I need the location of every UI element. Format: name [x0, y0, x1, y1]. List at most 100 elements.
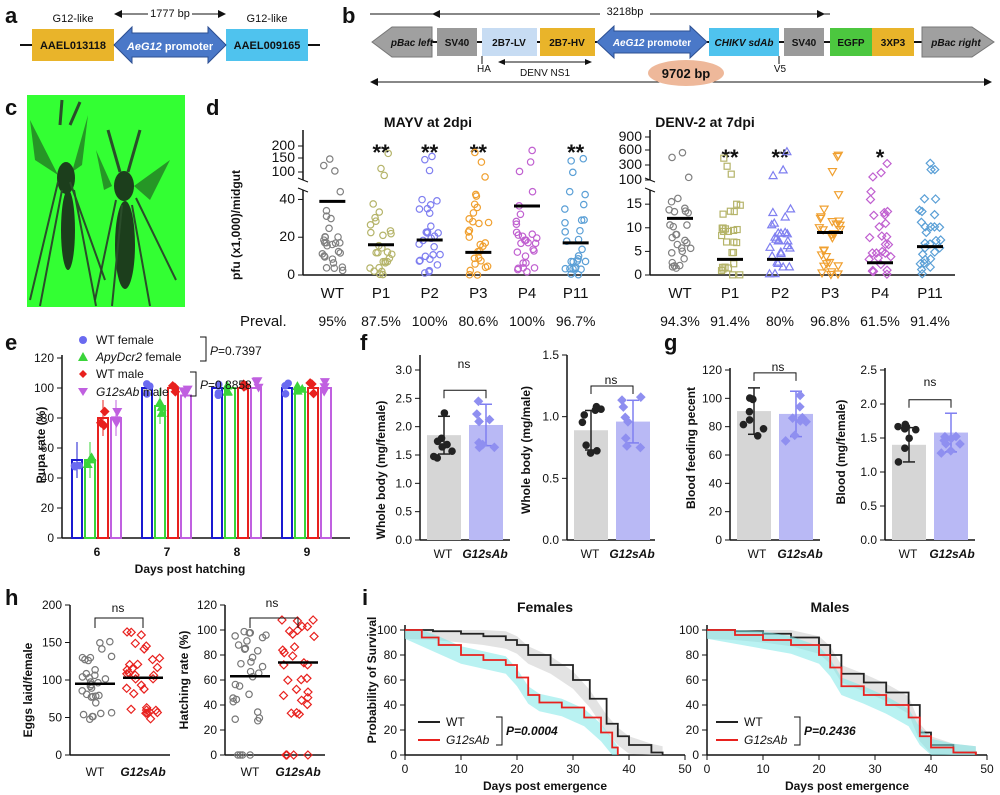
mosquito-silhouette-left [29, 99, 106, 307]
ytick-label: 2.5 [860, 363, 877, 377]
panel-h-left-chart: 0 50 100 150 200 [42, 598, 165, 762]
data-point [930, 194, 941, 204]
dot-point [287, 651, 298, 661]
bar-point [780, 436, 791, 446]
data-point [528, 230, 537, 238]
dot-point [89, 712, 97, 721]
dot-point [281, 750, 291, 760]
data-point [427, 222, 435, 231]
ytick-label: 20 [41, 501, 55, 515]
ytick-label: 0.0 [542, 533, 559, 547]
data-point [322, 238, 331, 247]
ytick-label: 150 [42, 636, 62, 650]
ytick-label: 0.0 [395, 533, 412, 547]
dot-point [234, 641, 243, 649]
panel-d-right-title: DENV-2 at 7dpi [655, 114, 755, 130]
data-point [831, 220, 842, 230]
panel-e: Pupa rate (%) Days post hatching 0 20 40 60… [34, 333, 350, 576]
bar-point [214, 391, 223, 400]
data-point [766, 219, 777, 229]
xtick-label: 40 [622, 762, 636, 776]
data-point [917, 268, 928, 279]
bar-point [745, 416, 754, 424]
data-point-upper [515, 167, 524, 176]
dot-point [96, 709, 105, 718]
dot-point [136, 680, 147, 691]
bar [250, 387, 262, 539]
prevalence-value: 61.5% [860, 313, 900, 329]
svg-text:3XP3: 3XP3 [881, 38, 906, 49]
data-point [914, 205, 925, 216]
data-point [818, 226, 829, 236]
ytick-label: 1.0 [860, 465, 877, 479]
xtick-label: 40 [924, 762, 938, 776]
dot-point [291, 684, 302, 695]
bar-point [484, 414, 495, 425]
bar-point [936, 448, 947, 458]
data-point [931, 235, 941, 246]
ytick-label: 1.5 [395, 448, 412, 462]
bar-point [753, 431, 762, 440]
panel-b-total-bp: 9702 bp [662, 66, 710, 81]
bar-point [167, 381, 178, 391]
data-point [772, 256, 783, 266]
data-point [867, 248, 878, 258]
data-point-upper [528, 146, 536, 155]
dot-point [142, 708, 153, 718]
data-point-upper [778, 164, 789, 174]
panel-i-f-legend-wt: WT [446, 715, 465, 729]
panel-d: pfu (x1,000)/midgut MAYV at 2dpi DENV-2 … [229, 114, 955, 330]
ytick-label: 100 [42, 673, 62, 687]
bar-point [794, 401, 805, 412]
bar-point [214, 380, 223, 389]
ytick-label: 80 [686, 648, 700, 662]
ytick-label: 50 [49, 711, 63, 725]
panel-label-b: b [342, 3, 355, 28]
data-point [465, 270, 474, 279]
data-point [865, 194, 876, 205]
ytick-upper-label: 900 [619, 128, 643, 144]
day-label: 9 [304, 545, 311, 559]
dot-point [246, 667, 255, 676]
bar-point [795, 390, 805, 401]
bar-point [894, 422, 902, 431]
dot-point [96, 638, 104, 647]
data-point [336, 187, 345, 196]
dot-point [231, 715, 240, 723]
data-point [921, 227, 932, 238]
data-point [512, 228, 521, 237]
panel-label-e: e [5, 330, 17, 355]
dot-point [91, 665, 99, 674]
data-point [683, 238, 691, 247]
dot-point [302, 673, 312, 684]
ytick-label: 120 [34, 351, 54, 365]
panel-b-chikv [709, 28, 779, 56]
data-point [767, 207, 778, 217]
significance-bracket [590, 385, 634, 394]
data-point [833, 262, 844, 272]
panel-b-pbac-left [371, 26, 433, 58]
ytick-label: 40 [41, 471, 55, 485]
data-point-upper [832, 152, 843, 162]
data-point [718, 231, 726, 240]
data-point [423, 228, 432, 236]
xtick-label: 30 [566, 762, 580, 776]
panel-c-photo [27, 95, 185, 307]
panel-i-males-xlabel: Days post emergence [785, 779, 909, 793]
dot-point [101, 675, 110, 683]
bar-point [84, 454, 96, 464]
data-point [833, 191, 844, 200]
ytick-upper-label: 200 [272, 137, 296, 153]
data-point [325, 224, 333, 233]
data-point [421, 269, 429, 277]
dot-point [236, 751, 244, 759]
ytick-label: 100 [702, 391, 722, 405]
svg-text:2B7-LV: 2B7-LV [492, 38, 526, 49]
data-point [423, 204, 432, 213]
panel-f-right-xlabel-g12: G12sAb [609, 547, 654, 561]
ytick-label: 1.5 [542, 348, 559, 362]
group-label: P11 [917, 285, 943, 302]
dot-point [258, 633, 267, 642]
ytick-label: 100 [197, 623, 217, 637]
panel-g-right-xlabel-wt: WT [899, 547, 918, 561]
